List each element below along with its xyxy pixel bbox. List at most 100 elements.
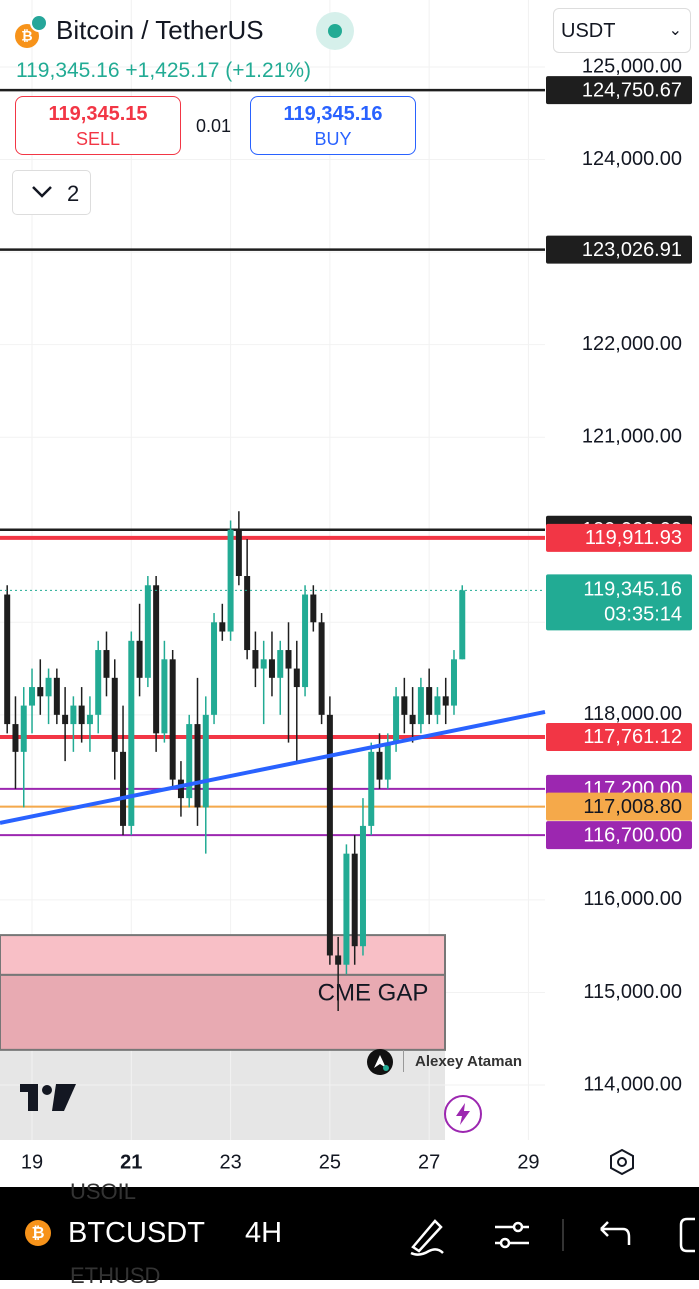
candle-body	[144, 585, 151, 678]
zone-label: CME GAP	[318, 980, 429, 1007]
spread: 0.01	[196, 116, 232, 136]
candle-body	[219, 622, 226, 632]
y-tick-label: 116,000.00	[583, 888, 682, 910]
candle-body	[343, 853, 350, 965]
y-tick-label: 125,000.00	[582, 55, 682, 77]
x-tick-label: 23	[219, 1151, 241, 1173]
svg-text:₿: ₿	[31, 1224, 44, 1242]
sell-button[interactable]: 119,345.15 SELL	[15, 96, 181, 155]
indicators-count: 2	[67, 181, 80, 206]
candle-body	[335, 955, 342, 965]
last-price-box	[546, 574, 692, 631]
indicators-toggle[interactable]: 2	[12, 170, 91, 215]
candle-body	[302, 594, 309, 688]
candle-body	[37, 687, 44, 697]
x-tick-label: 19	[21, 1151, 43, 1173]
candle-body	[153, 585, 160, 734]
candle-body	[417, 687, 424, 725]
market-status[interactable]	[316, 12, 354, 50]
zone-upper	[0, 934, 446, 976]
candle-body	[194, 724, 201, 808]
y-tick-label: 114,000.00	[583, 1073, 682, 1095]
author-avatar	[367, 1049, 393, 1075]
candle-body	[211, 622, 218, 715]
candle-body	[95, 650, 102, 715]
last-price-label: 119,345.16	[583, 579, 682, 601]
candle-body	[29, 687, 36, 706]
x-tick-label: 27	[418, 1151, 440, 1173]
level-label: 124,750.67	[582, 79, 682, 101]
sell-label: SELL	[75, 129, 121, 149]
candle-body	[86, 714, 93, 725]
candle-body	[202, 714, 209, 808]
candle-body	[368, 751, 375, 826]
footer-interval[interactable]: 4H	[245, 1217, 283, 1249]
level-label: 116,700.00	[583, 824, 682, 846]
y-tick-label: 124,000.00	[582, 148, 682, 170]
candle-body	[285, 650, 292, 669]
candle-body	[70, 705, 77, 725]
svg-text:₿: ₿	[21, 28, 32, 44]
price-row: 119,345.16 +1,425.17 (+1.21%)	[16, 59, 311, 83]
level-label-box	[546, 235, 692, 264]
candle-body	[384, 742, 391, 780]
axis-settings[interactable]	[608, 1148, 636, 1176]
lightning-button[interactable]	[444, 1095, 482, 1133]
bottom-bar: USOIL ETHUSD ₿ BTCUSDT 4H	[0, 1179, 699, 1288]
candle-body	[268, 659, 275, 678]
candle-body	[376, 751, 383, 780]
candle-body	[326, 714, 333, 956]
candle-body	[318, 622, 325, 715]
level-label: 117,761.12	[583, 726, 682, 748]
buy-button[interactable]: 119,345.16 BUY	[250, 96, 416, 155]
candle-body	[103, 650, 110, 678]
symbol-title: Bitcoin / TetherUS	[56, 15, 264, 45]
price-change: +1,425.17	[125, 59, 220, 82]
candle-body	[161, 659, 168, 734]
footer-symbol[interactable]: BTCUSDT	[68, 1217, 205, 1249]
x-tick-label: 25	[319, 1151, 341, 1173]
candle-body	[401, 696, 408, 715]
level-label: 123,026.91	[582, 239, 682, 261]
candle-body	[120, 751, 127, 826]
candle-body	[53, 677, 60, 715]
y-tick-label: 115,000.00	[583, 981, 682, 1003]
candle-body	[409, 714, 416, 725]
candle-body	[244, 576, 251, 651]
candle-body	[169, 659, 176, 780]
candle-body	[393, 696, 400, 743]
candle-body	[442, 696, 449, 706]
candle-body	[260, 659, 267, 669]
candle-body	[20, 705, 27, 752]
currency-label: USDT	[561, 20, 616, 42]
level-label-box	[546, 523, 692, 552]
x-tick-label: 21	[120, 1151, 142, 1173]
candle-body	[277, 650, 284, 678]
candle-body	[450, 659, 457, 706]
candle-body	[177, 779, 184, 799]
chart: CME GAP125,000.00124,000.00123,000.00122…	[0, 0, 692, 1173]
candle-body	[136, 640, 143, 678]
candle-body	[351, 853, 358, 947]
candle-body	[459, 590, 466, 660]
author-name: Alexey Ataman	[415, 1053, 522, 1070]
x-tick-label: 29	[517, 1151, 539, 1173]
buy-price: 119,345.16	[283, 103, 383, 125]
candle-body	[128, 640, 135, 826]
hint-below: ETHUSD	[70, 1263, 161, 1288]
currency-select[interactable]: USDT ⌄	[553, 8, 691, 53]
candle-body	[227, 529, 234, 632]
candle-body	[359, 825, 366, 947]
level-label-box	[546, 722, 692, 751]
candle-body	[78, 705, 85, 725]
level-label-box	[546, 76, 692, 105]
buy-label: BUY	[314, 129, 352, 149]
y-tick-label: 121,000.00	[582, 425, 682, 447]
candle-body	[235, 529, 242, 577]
bar-timer: 03:35:14	[604, 604, 682, 626]
toolbar-icons[interactable]	[405, 1213, 695, 1257]
candle-body	[45, 677, 52, 697]
candle-body	[111, 677, 118, 752]
candle-body	[252, 650, 259, 669]
